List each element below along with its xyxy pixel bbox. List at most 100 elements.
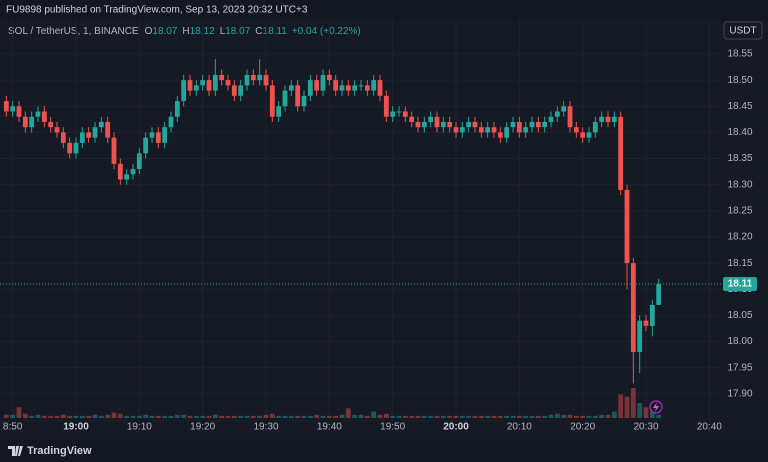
candle-body	[10, 106, 16, 112]
candle-body	[428, 116, 434, 122]
volume-bar	[3, 414, 9, 418]
candle-body	[421, 121, 427, 128]
volume-bar	[478, 415, 484, 418]
candle-body	[459, 127, 465, 133]
candle-body	[339, 85, 345, 91]
candle-body	[60, 132, 66, 143]
candle-body	[130, 169, 136, 175]
x-tick-label: 19:30	[253, 422, 278, 433]
candle-body	[637, 320, 643, 353]
volume-bar	[352, 414, 358, 418]
candle-body	[434, 116, 440, 128]
volume-bar	[554, 413, 560, 418]
volume-bar	[459, 415, 465, 418]
volume-bar	[314, 414, 320, 418]
volume-bar	[656, 414, 662, 418]
top-bar	[0, 0, 768, 20]
candle-body	[238, 85, 244, 96]
volume-bar	[415, 415, 421, 418]
candle-body	[510, 121, 516, 128]
candle-body	[111, 137, 117, 164]
candle-body	[611, 116, 617, 122]
volume-bar	[54, 415, 60, 418]
candle-body	[219, 74, 225, 81]
volume-bar	[212, 414, 218, 418]
candle-body	[649, 304, 655, 326]
volume-bar	[73, 415, 79, 418]
candle-body	[181, 80, 187, 102]
volume-bar	[377, 414, 383, 418]
volume-bar	[383, 413, 389, 418]
volume-bar	[542, 415, 548, 418]
volume-bar	[567, 414, 573, 418]
candle-body	[98, 121, 104, 128]
candle-body	[225, 80, 231, 86]
candle-body	[643, 320, 649, 326]
currency[interactable]: USDT	[729, 26, 756, 37]
volume-bar	[181, 414, 187, 418]
volume-bar	[510, 415, 516, 418]
volume-bar	[339, 414, 345, 418]
candle-body	[212, 74, 218, 91]
legend-key: O	[145, 26, 153, 37]
flash-icon[interactable]	[649, 400, 663, 414]
candle-body	[320, 74, 326, 91]
candle-body	[440, 121, 446, 128]
candle-body	[409, 116, 415, 122]
candle-body	[136, 153, 142, 170]
candle-body	[124, 174, 130, 180]
volume-bar	[390, 415, 396, 418]
volume-bar	[637, 403, 643, 418]
candle-body	[333, 80, 339, 91]
volume-bar	[605, 414, 611, 418]
candle-body	[35, 111, 41, 117]
volume-bar	[10, 414, 16, 418]
volume-bar	[548, 414, 554, 418]
candle-body	[523, 127, 529, 133]
candle-body	[105, 121, 111, 138]
volume-bar	[263, 414, 269, 418]
volume-bar	[618, 394, 624, 418]
candle-body	[155, 132, 161, 143]
y-tick-label: 18.00	[727, 336, 752, 347]
volume-bar	[485, 415, 491, 418]
candle-body	[73, 142, 79, 154]
logo-text: TradingView	[27, 445, 92, 457]
candle-body	[567, 106, 573, 128]
volume-bar	[244, 415, 250, 418]
candle-body	[396, 111, 402, 113]
x-tick-label: 20:20	[570, 422, 595, 433]
volume-bar	[599, 414, 605, 418]
candle-body	[174, 101, 180, 117]
y-tick-label: 18.40	[727, 127, 752, 138]
candle-body	[54, 127, 60, 133]
candle-body	[263, 74, 269, 86]
volume-bar	[219, 415, 225, 418]
candle-body	[491, 127, 497, 133]
candle-body	[472, 121, 478, 128]
volume-bar	[428, 415, 434, 418]
candle-body	[41, 111, 47, 122]
volume-bar	[257, 415, 263, 418]
volume-bar	[200, 415, 206, 418]
volume-bar	[124, 415, 130, 418]
volume-bar	[358, 414, 364, 418]
candle-body	[79, 132, 85, 143]
plot: 17.9017.9518.0018.0518.1018.1518.2018.25…	[0, 20, 757, 433]
volume-bar	[60, 414, 66, 418]
volume-bar	[535, 415, 541, 418]
volume-bar	[447, 415, 453, 418]
candle-body	[618, 116, 624, 190]
volume-bar	[307, 415, 313, 418]
legend-key: C	[255, 26, 262, 37]
volume-bar	[491, 415, 497, 418]
volume-bar	[295, 415, 301, 418]
candle-body	[599, 116, 605, 122]
volume-bar	[472, 415, 478, 418]
y-tick-label: 18.55	[727, 49, 752, 60]
volume-bar	[193, 415, 199, 418]
candle-body	[295, 85, 301, 107]
currency-box[interactable]	[723, 21, 763, 40]
volume-bar	[35, 414, 41, 418]
